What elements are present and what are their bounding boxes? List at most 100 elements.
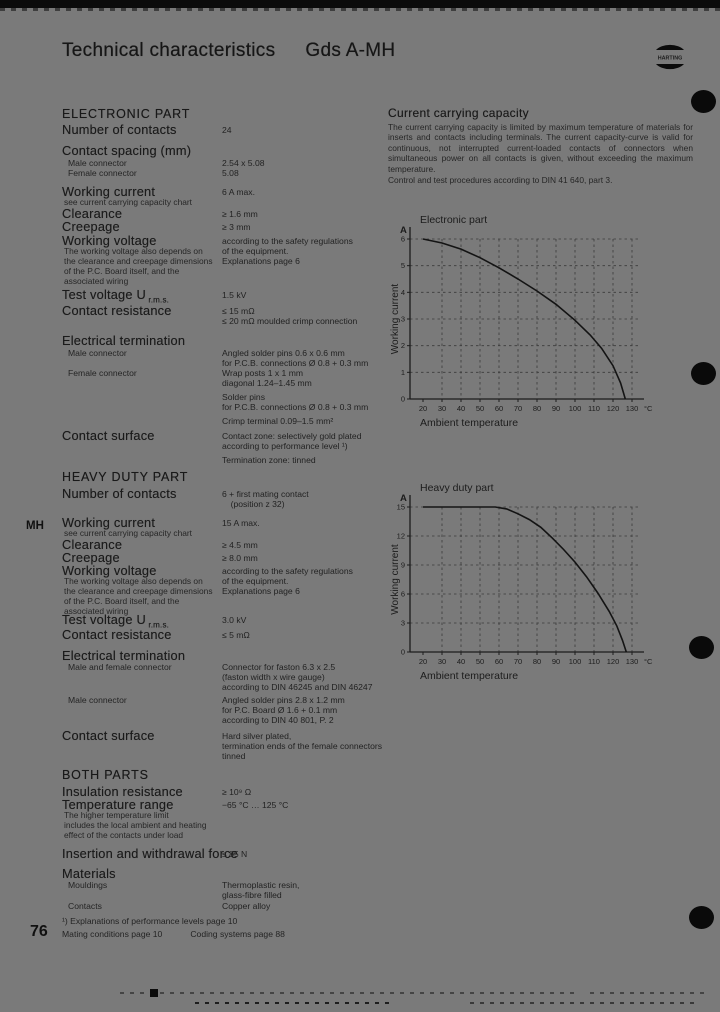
spec-value-line: ≤ 85 N xyxy=(222,849,248,859)
spec-value: Thermoplastic resin, glass-fibre filled xyxy=(222,880,299,900)
svg-text:6: 6 xyxy=(401,235,405,244)
spec-value: Contact zone: selectively gold plated acc… xyxy=(222,431,362,465)
spec-note-line: effect of the contacts under load xyxy=(64,830,184,840)
spec-label: Electrical termination xyxy=(62,648,186,663)
harting-logo-icon: HARTING xyxy=(654,44,686,70)
svg-text:6: 6 xyxy=(401,590,405,599)
svg-text:5: 5 xyxy=(401,261,405,270)
spec-label: Creepage xyxy=(62,550,120,565)
derating-chart-electronic: Electronic part A 0 1 2 3 4 5 6 20 30 40 50 60 70 80 90 1… xyxy=(390,214,653,429)
spec-value-line: Angled solder pins 0.6 x 0.6 mm xyxy=(222,348,345,358)
svg-text:A: A xyxy=(400,493,407,504)
spec-value-line: 1.5 kV xyxy=(222,290,247,300)
spec-label: Number of contacts xyxy=(62,486,177,501)
capacity-body2: Control and test procedures according to… xyxy=(388,175,613,185)
harting-logo-text: HARTING xyxy=(658,56,683,62)
spec-value-line: ≤ 20 mΩ moulded crimp connection xyxy=(222,316,358,326)
spec-value-line: of the equipment. xyxy=(222,576,289,586)
spec-value-line: Crimp terminal 0.09–1.5 mm² xyxy=(222,416,334,426)
spec-note-line: associated wiring xyxy=(64,606,129,616)
spec-label: Contact spacing (mm) xyxy=(62,143,192,158)
spec-value: 5.08 xyxy=(222,168,239,178)
svg-text:120: 120 xyxy=(607,404,620,413)
svg-text:50: 50 xyxy=(476,404,484,413)
svg-text:Heavy duty part: Heavy duty part xyxy=(420,482,494,494)
page-title-text: Technical characteristics xyxy=(62,40,276,61)
spec-value-line: 5.08 xyxy=(222,168,239,178)
spec-value-line: (position z 32) xyxy=(222,499,285,509)
spec-value-line: Solder pins xyxy=(222,392,265,402)
svg-text:80: 80 xyxy=(533,404,541,413)
spec-value: ≥ 8.0 mm xyxy=(222,553,258,563)
spec-value: Copper alloy xyxy=(222,901,270,911)
spec-value: 15 A max. xyxy=(222,518,260,528)
spec-value-line: for P.C. Board Ø 1.6 + 0.1 mm xyxy=(222,705,338,715)
svg-text:A: A xyxy=(400,225,407,236)
spec-value-line: Wrap posts 1 x 1 mm xyxy=(222,368,304,378)
spec-value-line: ≥ 8.0 mm xyxy=(222,553,258,563)
spec-label: Contact resistance xyxy=(62,627,172,642)
spec-value-line: (faston width x wire gauge) xyxy=(222,672,325,682)
spec-value-line: 6 + first mating contact xyxy=(222,489,309,499)
svg-text:90: 90 xyxy=(552,657,560,666)
spec-note-line: The working voltage also depends on xyxy=(64,576,203,586)
spec-note-line: includes the local ambient and heating xyxy=(64,820,207,830)
spec-label: Male connector xyxy=(68,348,127,358)
spec-value-line: Copper alloy xyxy=(222,901,271,911)
spec-note-line: the clearance and creepage dimensions xyxy=(64,586,213,596)
spec-note-line: the clearance and creepage dimensions xyxy=(64,256,213,266)
svg-text:3: 3 xyxy=(401,315,405,324)
spec-label: Contacts xyxy=(68,901,102,911)
spec-label: Mouldings xyxy=(68,880,108,890)
spec-value-line: Explanations page 6 xyxy=(222,256,300,266)
svg-text:1: 1 xyxy=(401,368,405,377)
spec-value-line: Explanations page 6 xyxy=(222,586,300,596)
spec-value: according to the safety regulations of th… xyxy=(222,566,353,596)
spec-value-line: according to the safety regulations xyxy=(222,566,353,576)
svg-text:50: 50 xyxy=(476,657,484,666)
spec-value: 6 + first mating contact (position z 32) xyxy=(222,489,309,509)
svg-text:12: 12 xyxy=(397,532,405,541)
spec-value-line: of the equipment. xyxy=(222,246,289,256)
spec-label: Working current xyxy=(62,515,156,530)
spec-label: Male connector xyxy=(68,158,127,168)
page-title: Technical characteristics Gds A-MH xyxy=(62,40,395,62)
spec-label: Clearance xyxy=(62,206,123,221)
spec-value-line: 3.0 kV xyxy=(222,615,247,625)
spec-value: Angled solder pins 0.6 x 0.6 mm for P.C.B… xyxy=(222,348,368,368)
spec-note-line: The working voltage also depends on xyxy=(64,246,203,256)
spec-value-line: for P.C.B. connections Ø 0.8 + 0.3 mm xyxy=(222,402,369,412)
svg-text:100: 100 xyxy=(569,657,582,666)
spec-value: 24 xyxy=(222,125,232,135)
spec-label: Working voltage xyxy=(62,563,157,578)
spec-label: Male connector xyxy=(68,695,127,705)
spec-value-line: 2.54 x 5.08 xyxy=(222,158,265,168)
section-heading-heavy-duty: HEAVY DUTY PART xyxy=(62,470,189,484)
spec-value-line: ≥ 10⁹ Ω xyxy=(222,787,252,797)
spec-value-line: −65 °C … 125 °C xyxy=(222,800,289,810)
spec-label: Contact resistance xyxy=(62,303,172,318)
spec-label-subscript: r.m.s. xyxy=(145,295,170,305)
spec-value: ≥ 4.5 mm xyxy=(222,540,258,550)
spec-note-line: of the P.C. Board itself, and the xyxy=(64,266,180,276)
spec-label: Female connector xyxy=(68,368,137,378)
spec-value-line: ≥ 1.6 mm xyxy=(222,209,258,219)
spec-label: Number of contacts xyxy=(62,122,177,137)
spec-note-line: see current carrying capacity chart xyxy=(64,197,193,207)
svg-text:130: 130 xyxy=(626,657,639,666)
margin-tab-label: MH xyxy=(26,520,44,532)
svg-text:°C: °C xyxy=(644,657,653,666)
capacity-body: The current carrying capacity is limited… xyxy=(388,122,693,174)
spec-value-line: Contact zone: selectively gold plated xyxy=(222,431,362,441)
spec-value-line: ≥ 3 mm xyxy=(222,222,251,232)
svg-text:2: 2 xyxy=(401,341,405,350)
spec-value-line: for P.C.B. connections Ø 0.8 + 0.3 mm xyxy=(222,358,369,368)
capacity-heading: Current carrying capacity xyxy=(388,106,529,120)
spec-value-line: according to the safety regulations xyxy=(222,236,353,246)
spec-label: Materials xyxy=(62,866,116,881)
spec-label: Female connector xyxy=(68,168,137,178)
svg-text:80: 80 xyxy=(533,657,541,666)
spec-note: see current carrying capacity chart xyxy=(64,197,192,207)
scan-noise-blob xyxy=(150,989,158,997)
